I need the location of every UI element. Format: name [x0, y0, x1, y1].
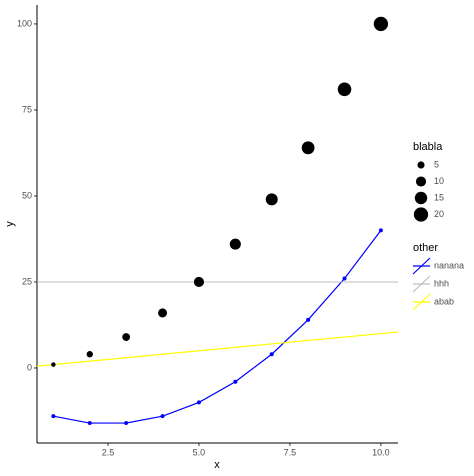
line-point — [378, 228, 383, 233]
x-tick-label: 5.0 — [193, 447, 206, 457]
line-point — [342, 276, 347, 281]
point — [265, 193, 278, 206]
point — [301, 141, 315, 155]
point — [193, 276, 205, 288]
line-point — [160, 414, 165, 419]
y-axis-label: y — [4, 221, 16, 227]
point — [373, 16, 389, 32]
point — [229, 238, 241, 250]
line-point — [196, 400, 201, 405]
size-legend-key — [414, 191, 428, 205]
size-legend-label: 20 — [434, 209, 444, 219]
size-legend-label: 5 — [434, 159, 439, 169]
line-point — [124, 421, 129, 426]
y-tick-label: 75 — [22, 104, 32, 114]
point — [122, 333, 131, 341]
legend-title: other — [413, 242, 438, 254]
legend-key — [412, 293, 431, 311]
point — [51, 362, 56, 367]
line-point — [51, 414, 56, 419]
size-legend-label: 15 — [434, 192, 444, 202]
line-point — [269, 352, 274, 357]
y-tick-label: 25 — [22, 276, 32, 286]
size-legend-key — [417, 161, 425, 169]
y-tick-label: 100 — [17, 18, 32, 28]
line — [53, 230, 382, 424]
y-tick-label: 0 — [27, 362, 32, 372]
x-tick-label: 7.5 — [284, 447, 297, 457]
legend-label: abab — [434, 296, 454, 306]
size-legend-key — [413, 207, 429, 222]
line-point — [306, 317, 311, 322]
size-legend-key — [415, 176, 427, 187]
x-tick-label: 10.0 — [372, 447, 390, 457]
line-point — [87, 421, 92, 426]
x-axis-label: x — [214, 459, 220, 471]
legend-key — [412, 275, 431, 293]
size-legend-title: blabla — [413, 141, 443, 153]
legend-label: hhh — [434, 278, 449, 288]
legend-key — [412, 257, 431, 275]
x-tick-label: 2.5 — [102, 447, 115, 457]
size-legend-label: 10 — [434, 176, 444, 186]
point — [158, 308, 168, 318]
abline — [37, 331, 398, 367]
y-tick-label: 50 — [22, 190, 32, 200]
legend-label: nanana — [434, 260, 464, 270]
point — [337, 82, 352, 97]
line-point — [233, 379, 238, 384]
point — [86, 351, 93, 358]
